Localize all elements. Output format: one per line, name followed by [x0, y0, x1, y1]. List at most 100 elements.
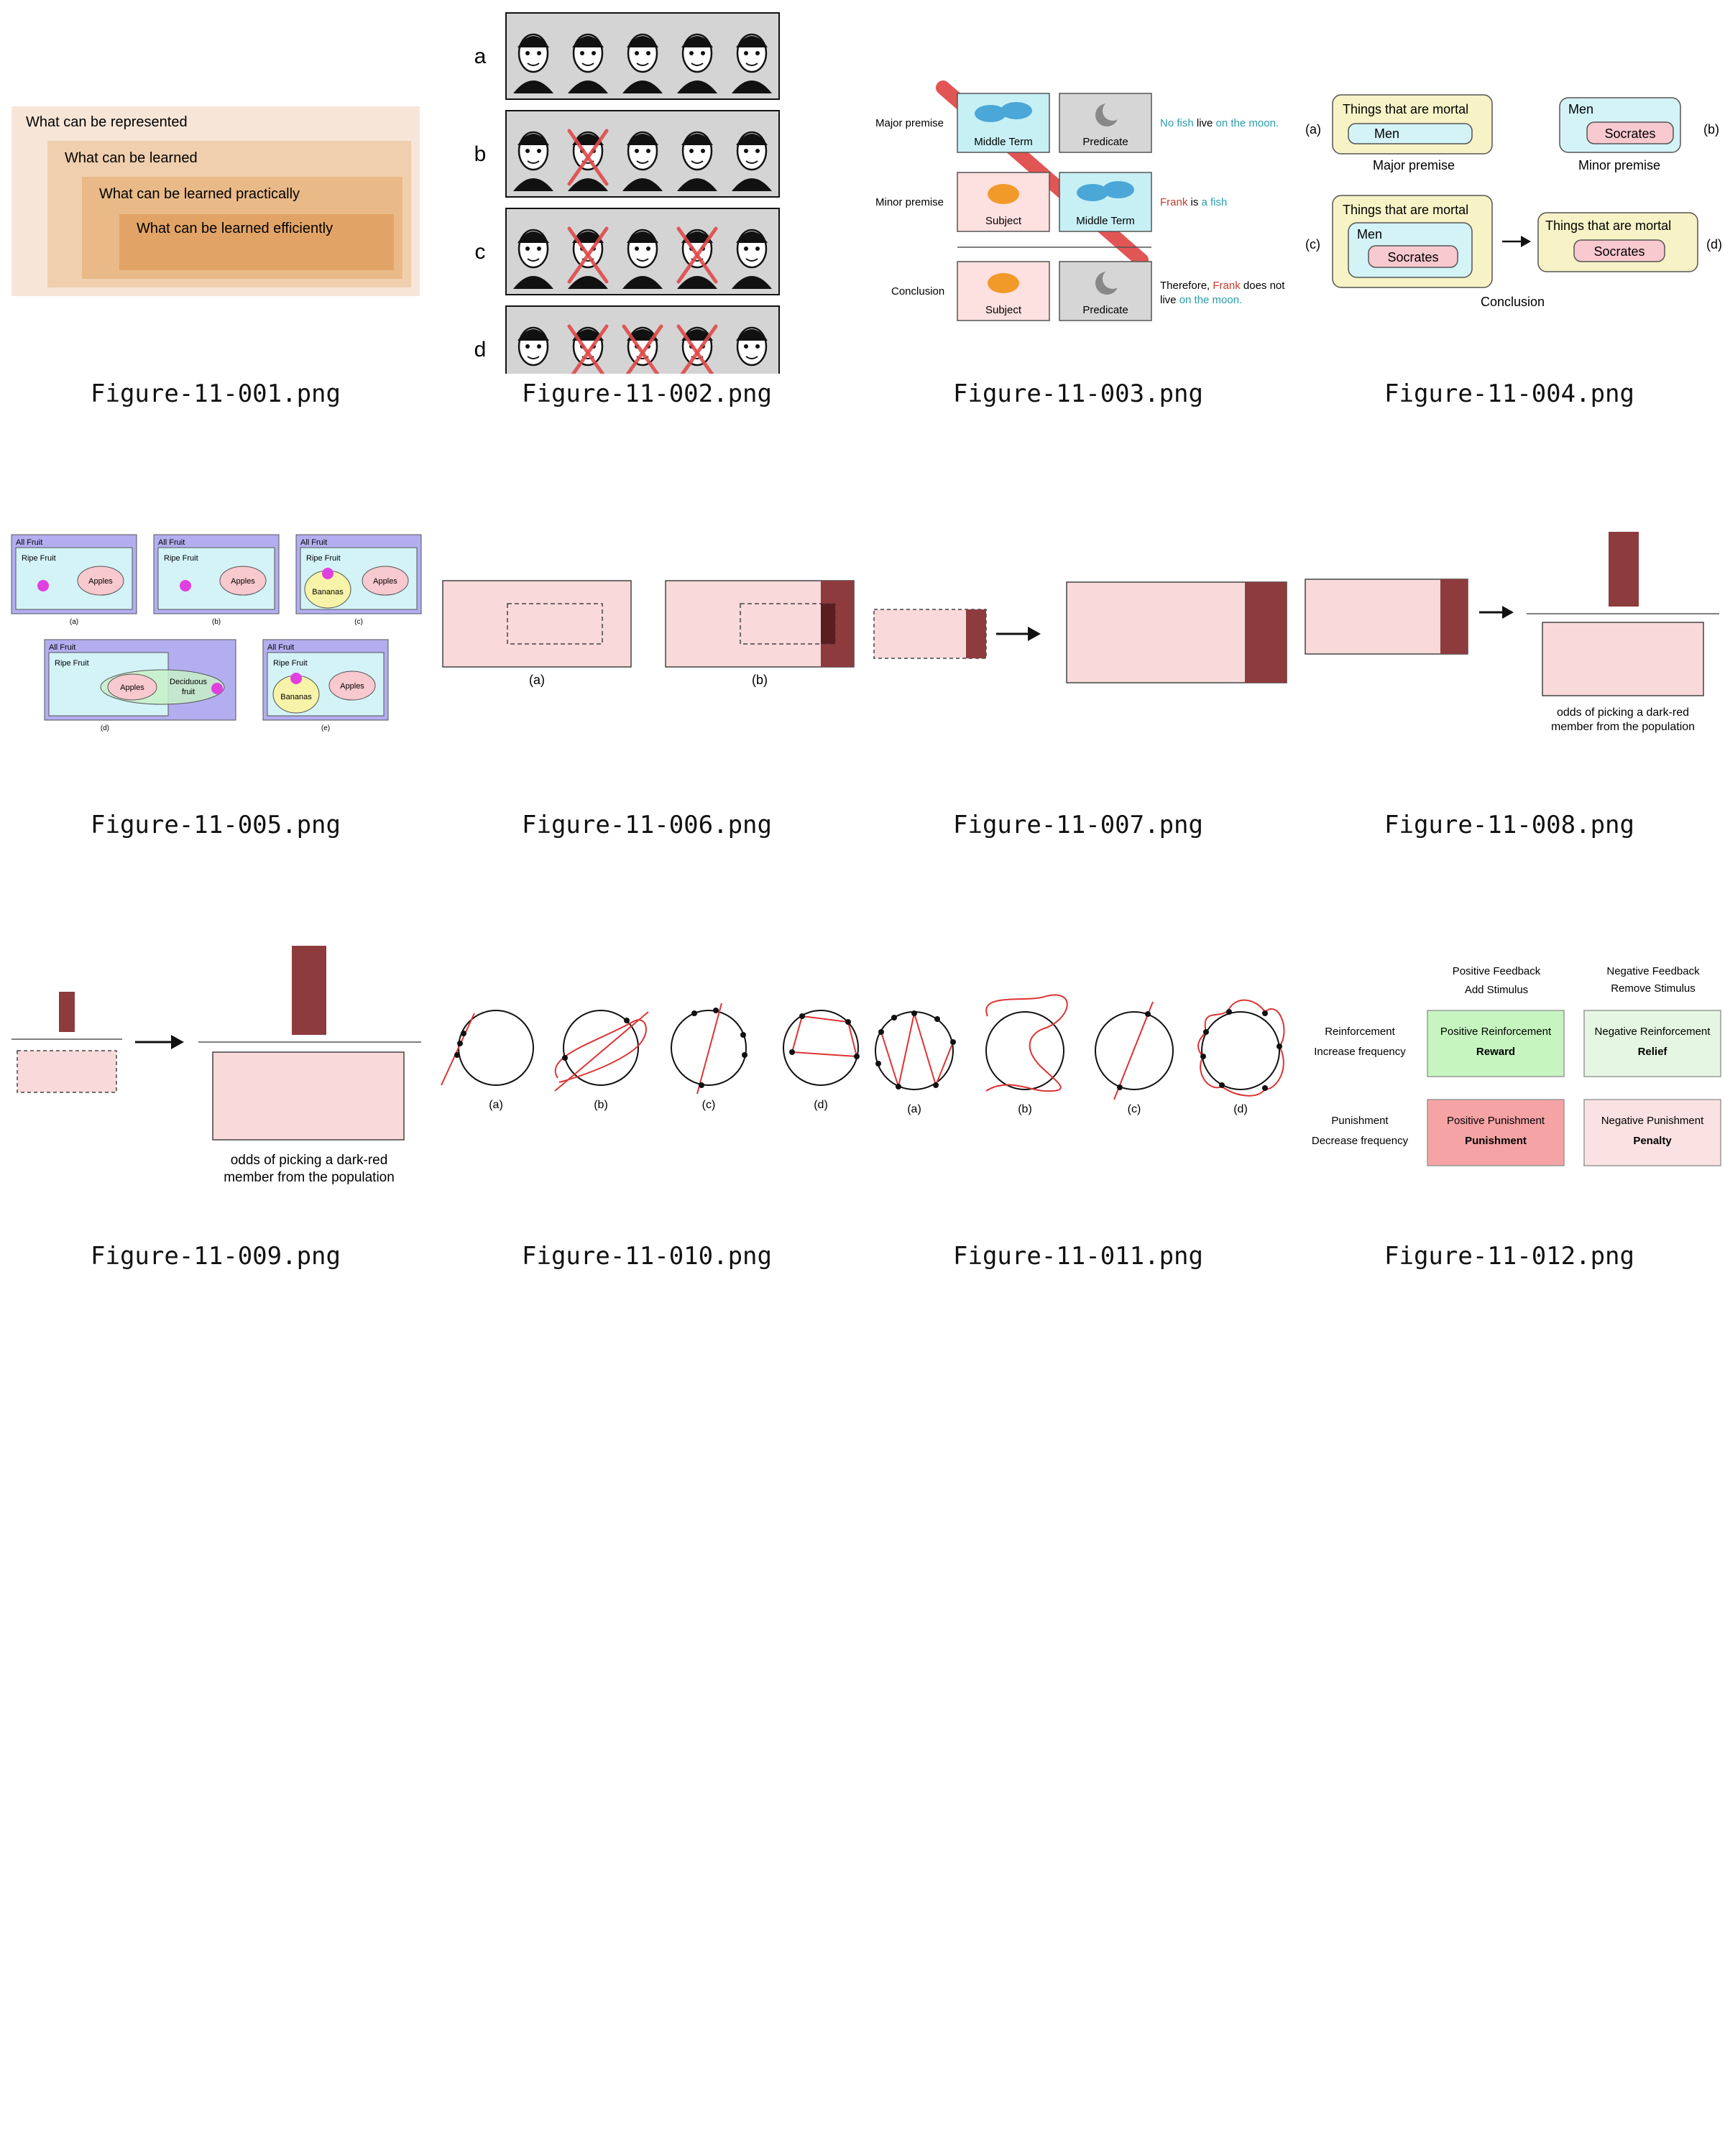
- face-icon: [568, 229, 608, 289]
- men-b: Men: [1568, 102, 1593, 116]
- concl-s3: does not: [1241, 280, 1286, 292]
- label-c: (c): [354, 618, 363, 626]
- face-icon: [732, 33, 772, 93]
- filename-label: Figure-11-006.png: [522, 811, 772, 839]
- socrates-b: Socrates: [1604, 126, 1655, 141]
- relief: Relief: [1638, 1046, 1668, 1058]
- row-label: c: [475, 240, 486, 264]
- pos-punishment: Positive Punishment: [1447, 1115, 1545, 1127]
- bananas-c: Bananas: [312, 588, 344, 596]
- thumbnail-figure-11-002[interactable]: a b c d Figure-11-002.png: [431, 0, 862, 431]
- figure-11-012-preview: Positive Feedback Add Stimulus Negative …: [1294, 862, 1725, 1236]
- thumbnail-figure-11-010[interactable]: (a) (b) (c) (d) Figure-11-010.png: [431, 862, 862, 1294]
- conclusion-label: Conclusion: [1481, 295, 1545, 309]
- face-icon: [622, 33, 663, 93]
- major-left-label: Middle Term: [974, 136, 1032, 148]
- svg-text:live on the moon.: live on the moon.: [1160, 294, 1242, 306]
- remove-stimulus: Remove Stimulus: [1611, 982, 1696, 995]
- label-a: (a): [907, 1103, 921, 1115]
- face-icon: [518, 326, 549, 367]
- concl-right-label: Predicate: [1082, 304, 1128, 316]
- figure-11-001-preview: What can be represented What can be lear…: [0, 0, 431, 374]
- label-b: (b): [212, 618, 221, 626]
- ripe-c: Ripe Fruit: [306, 554, 341, 563]
- reinforcement-label: Reinforcement: [1325, 1026, 1395, 1038]
- penalty: Penalty: [1633, 1135, 1672, 1147]
- all-b: All Fruit: [158, 538, 185, 547]
- odds-line2: member from the population: [224, 1170, 395, 1185]
- apples-d: Apples: [120, 683, 144, 692]
- face-icon: [622, 131, 663, 191]
- minor-left-label: Subject: [985, 215, 1022, 227]
- face-icon: [622, 229, 663, 289]
- figure-11-006-preview: (a) (b): [431, 431, 862, 805]
- filename-label: Figure-11-007.png: [953, 811, 1203, 839]
- major-right-label: Predicate: [1082, 136, 1128, 148]
- mortal-c: Things that are mortal: [1343, 203, 1468, 217]
- socrates-c: Socrates: [1387, 250, 1438, 264]
- men-a: Men: [1374, 126, 1399, 141]
- minor-s3: a fish: [1202, 196, 1228, 208]
- all-a: All Fruit: [16, 538, 42, 547]
- thumbnail-figure-11-008[interactable]: odds of picking a dark-red member from t…: [1294, 431, 1725, 862]
- box-label-practically: What can be learned practically: [99, 186, 300, 202]
- filename-label: Figure-11-005.png: [91, 811, 341, 839]
- neg-feedback: Negative Feedback: [1606, 965, 1700, 977]
- face-icon: [513, 33, 553, 93]
- punishment: Punishment: [1465, 1135, 1527, 1147]
- odds-line2: member from the population: [1551, 721, 1695, 733]
- svg-text:Frank is a fish: Frank is a fish: [1160, 196, 1227, 208]
- increase-frequency: Increase frequency: [1314, 1046, 1406, 1058]
- row-label: b: [474, 142, 487, 166]
- face-icon: [513, 229, 553, 289]
- concl-left-label: Subject: [985, 304, 1022, 316]
- thumbnail-figure-11-009[interactable]: odds of picking a dark-red member from t…: [0, 862, 431, 1294]
- odds-line1: odds of picking a dark-red: [1557, 706, 1689, 719]
- thumbnail-figure-11-001[interactable]: What can be represented What can be lear…: [0, 0, 431, 431]
- major-label: Major premise: [1373, 158, 1455, 172]
- filename-label: Figure-11-012.png: [1384, 1242, 1634, 1271]
- figure-11-008-preview: odds of picking a dark-red member from t…: [1294, 431, 1725, 805]
- face-icon: [677, 131, 717, 191]
- filename-label: Figure-11-011.png: [953, 1242, 1203, 1271]
- all-c: All Fruit: [300, 538, 327, 547]
- figure-11-007-preview: [862, 431, 1294, 805]
- filename-label: Figure-11-003.png: [953, 379, 1203, 408]
- thumbnail-figure-11-012[interactable]: Positive Feedback Add Stimulus Negative …: [1294, 862, 1725, 1294]
- face-icon: [732, 229, 772, 289]
- major-s3: on the moon.: [1216, 117, 1279, 129]
- label-a: (a): [489, 1099, 503, 1111]
- thumbnail-figure-11-004[interactable]: (a) Things that are mortal Men Major pre…: [1294, 0, 1725, 431]
- concl-s4: live: [1160, 294, 1179, 306]
- row-label: d: [474, 338, 487, 361]
- major-s2: live: [1194, 117, 1216, 129]
- thumbnail-figure-11-003[interactable]: Major premise Minor premise Conclusion M…: [862, 0, 1294, 431]
- thumbnail-figure-11-006[interactable]: (a) (b) Figure-11-006.png: [431, 431, 862, 862]
- face-icon: [677, 33, 717, 93]
- label-b: (b): [1703, 122, 1719, 137]
- svg-text:Therefore, Frank does not: Therefore, Frank does not: [1160, 280, 1285, 292]
- filename-label: Figure-11-010.png: [522, 1242, 772, 1271]
- apples-c: Apples: [373, 577, 397, 586]
- bananas-e: Bananas: [280, 693, 312, 701]
- apples-e: Apples: [340, 682, 364, 691]
- svg-text:No fish live on the moon.: No fish live on the moon.: [1160, 117, 1279, 129]
- thumbnail-figure-11-005[interactable]: All Fruit Ripe Fruit Apples (a) All Frui…: [0, 431, 431, 862]
- filename-label: Figure-11-004.png: [1384, 379, 1634, 408]
- box-label-efficiently: What can be learned efficiently: [137, 221, 333, 236]
- thumbnail-figure-11-011[interactable]: (a) (b) (c) (d) Figure-11-011.png: [862, 862, 1294, 1294]
- socrates-d: Socrates: [1593, 244, 1644, 259]
- label-d: (d): [1706, 237, 1722, 252]
- filename-label: Figure-11-001.png: [91, 379, 341, 408]
- decrease-frequency: Decrease frequency: [1312, 1135, 1409, 1147]
- punishment-label: Punishment: [1331, 1115, 1389, 1127]
- face-icon: [736, 326, 768, 367]
- label-b: (b): [1018, 1103, 1032, 1115]
- minor-s1: Frank: [1160, 196, 1188, 208]
- ripe-d: Ripe Fruit: [55, 659, 89, 668]
- face-icon: [732, 131, 772, 191]
- concl-s5: on the moon.: [1179, 294, 1243, 306]
- row-label: a: [474, 45, 487, 68]
- filename-label: Figure-11-008.png: [1384, 811, 1634, 839]
- thumbnail-figure-11-007[interactable]: Figure-11-007.png: [862, 431, 1294, 862]
